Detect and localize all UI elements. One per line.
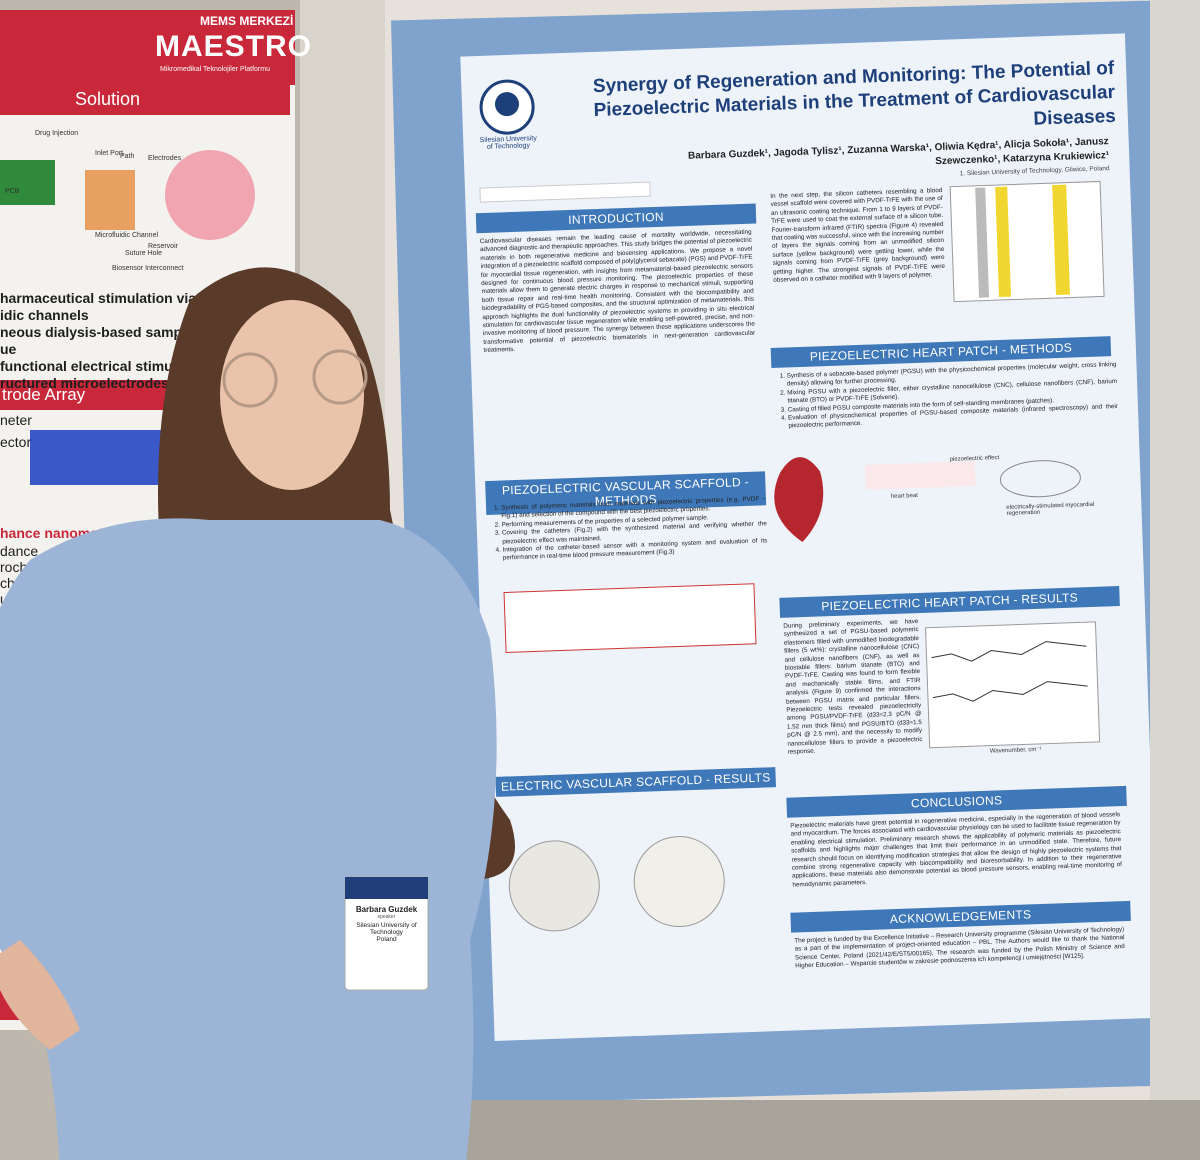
yellow-band — [1052, 184, 1070, 296]
logo: MEMS MERKEZİ — [200, 14, 294, 28]
face — [220, 300, 364, 490]
sample-dish — [633, 836, 725, 928]
dress — [0, 518, 497, 1160]
heading: trode Array — [2, 385, 86, 404]
diagram-label: Reservoir — [148, 243, 178, 250]
diagram-label: Drug Injection — [35, 130, 79, 137]
electrode-bar — [0, 380, 175, 410]
heading: Solution — [75, 89, 141, 109]
brand: MAESTRO — [155, 30, 312, 63]
diagram-label: Biosensor Interconnect — [112, 265, 184, 272]
sample-dish — [508, 840, 600, 932]
badge-affiliation: Silesian University of Technology — [356, 922, 417, 936]
text-line: functional electrical stimulation — [0, 358, 211, 374]
text-line: ructured microelectrodes — [0, 375, 169, 391]
grey-band — [975, 187, 990, 298]
electrode-graphic — [30, 430, 180, 485]
badge-country: Poland — [376, 936, 397, 943]
pcb — [0, 160, 55, 205]
device-disk — [165, 150, 255, 240]
diagram-label: PCB — [5, 188, 20, 195]
diagram-label: Microfluidic Channel — [95, 232, 159, 239]
glasses — [222, 352, 278, 408]
badge-header — [345, 877, 428, 899]
poster: Silesian University of Technology Synergy… — [465, 30, 1159, 1032]
right-post — [1150, 0, 1200, 1160]
badge-role: speaker — [377, 914, 396, 920]
yellow-band — [995, 186, 1012, 298]
tagline: Mikromedikal Teknolojiler Platformu — [160, 66, 270, 73]
diagram-label: Path — [120, 153, 135, 160]
badge-text: Barbara Guzdek speaker Silesian Universi… — [345, 905, 428, 943]
text-line: dance — [0, 543, 39, 559]
text-line: harmaceutical stimulation via diff — [0, 290, 222, 306]
text-line: neter — [0, 412, 32, 428]
left-poster-header — [0, 10, 295, 85]
text-line: ector — [0, 434, 32, 450]
spectrum — [932, 681, 1088, 702]
solution-bar — [0, 85, 290, 115]
badge-name: Barbara Guzdek — [355, 905, 418, 914]
blood-vessel-graphic — [503, 583, 757, 653]
text-line: neous dialysis-based sampling a — [0, 324, 219, 340]
arm — [0, 940, 80, 1050]
heart-ftir-chart — [925, 621, 1101, 749]
poster-graphics — [479, 79, 1105, 932]
heartbeat-graphic — [864, 460, 976, 490]
text-line: idic channels — [0, 307, 89, 323]
funding-logos — [479, 181, 651, 203]
glasses — [312, 349, 368, 405]
diagram-label: Electrodes — [148, 155, 182, 162]
spectrum — [931, 641, 1087, 662]
diagram-label: Inlet Port — [95, 150, 124, 157]
logo-emblem — [494, 92, 519, 117]
heart-illustration — [774, 457, 824, 543]
diagram-label: Suture Hole — [125, 250, 162, 257]
device-part — [85, 170, 135, 230]
patch-graphic — [999, 460, 1081, 498]
floor — [420, 1100, 1200, 1160]
text-line: ue — [0, 341, 17, 357]
